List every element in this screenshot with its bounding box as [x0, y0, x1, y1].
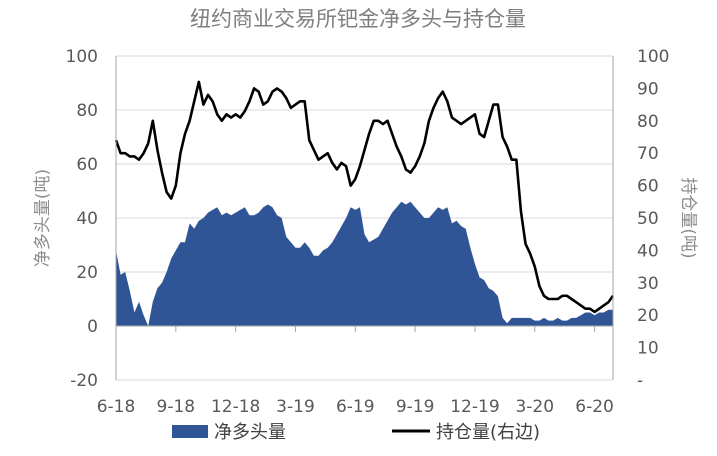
right-tick-label: 10: [637, 339, 659, 359]
grid-lines: [116, 55, 613, 381]
x-tick-label: 6-19: [336, 397, 375, 417]
x-tick-label: 9-19: [396, 397, 435, 417]
legend: 净多头量 持仓量(右边): [172, 422, 540, 443]
right-tick-label: 60: [637, 177, 659, 197]
x-tick-label: 9-18: [157, 397, 196, 417]
legend-label-net-long: 净多头量: [214, 422, 286, 443]
left-tick-label: 80: [76, 101, 98, 121]
x-tick-label: 12-19: [450, 397, 499, 417]
x-tick-label: 6-20: [575, 397, 614, 417]
x-tick-label: 6-18: [97, 397, 136, 417]
right-tick-label: 90: [637, 79, 659, 99]
right-tick-label: 80: [637, 112, 659, 132]
right-tick-label: 50: [637, 209, 659, 229]
x-tick-label: 3-20: [515, 397, 554, 417]
left-tick-label: 40: [76, 209, 98, 229]
x-tick-label: 12-18: [211, 397, 260, 417]
right-tick-label: 70: [637, 144, 659, 164]
left-tick-label: 0: [87, 317, 98, 337]
right-tick-label: 40: [637, 241, 659, 261]
left-axis-label: 净多头量(吨): [33, 169, 53, 267]
right-axis-ticks: - 10 20 30 40 50 60 70 80 90 100: [637, 47, 669, 391]
open-interest-line: [114, 80, 615, 314]
right-axis-label: 持仓量(吨): [678, 177, 698, 258]
right-tick-label: -: [637, 371, 643, 391]
left-tick-label: -20: [70, 371, 98, 391]
open-interest-line-layer: [114, 80, 615, 314]
x-axis-ticks: 6-18 9-18 12-18 3-19 6-19 9-19 12-19 3-20 6-20: [97, 326, 614, 417]
left-tick-label: 60: [76, 155, 98, 175]
right-tick-label: 20: [637, 306, 659, 326]
net-long-area: [116, 201, 613, 326]
chart-title: 纽约商业交易所钯金净多头与持仓量: [190, 7, 526, 31]
net-long-area-layer: [116, 201, 613, 326]
right-tick-label: 100: [637, 47, 669, 67]
left-tick-label: 20: [76, 263, 98, 283]
left-axis-ticks: -20 0 20 40 60 80 100: [66, 47, 98, 391]
legend-swatch-net-long: [172, 425, 208, 438]
left-tick-label: 100: [66, 47, 98, 67]
x-tick-label: 3-19: [276, 397, 315, 417]
right-tick-label: 30: [637, 274, 659, 294]
legend-label-open-interest: 持仓量(右边): [436, 422, 540, 443]
